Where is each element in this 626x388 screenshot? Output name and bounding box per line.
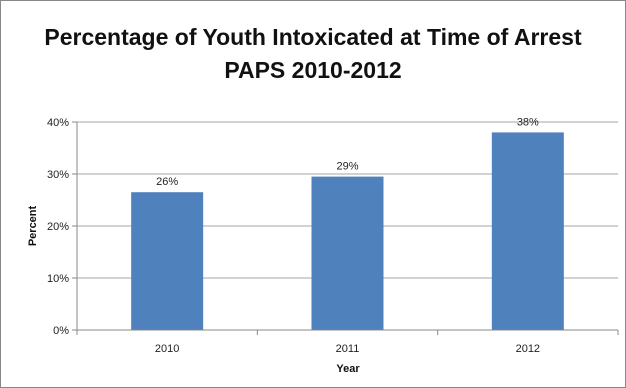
y-tick-label: 0% <box>53 325 69 337</box>
chart-title: Percentage of Youth Intoxicated at Time … <box>44 24 582 50</box>
x-axis-title: Year <box>336 363 360 375</box>
bar <box>491 132 564 330</box>
data-label: 26% <box>156 176 178 188</box>
y-axis-title: Percent <box>27 205 39 246</box>
y-tick-label: 20% <box>47 221 69 233</box>
y-tick-label: 40% <box>47 117 69 129</box>
y-tick-label: 30% <box>47 169 69 181</box>
chart-subtitle: PAPS 2010-2012 <box>224 57 402 83</box>
bar <box>311 176 384 330</box>
x-tick-label: 2011 <box>336 343 360 355</box>
bar <box>131 192 204 330</box>
y-tick-label: 10% <box>47 273 69 285</box>
x-tick-label: 2010 <box>155 343 179 355</box>
data-label: 38% <box>517 116 539 128</box>
data-label: 29% <box>336 161 358 173</box>
x-tick-label: 2012 <box>516 343 540 355</box>
